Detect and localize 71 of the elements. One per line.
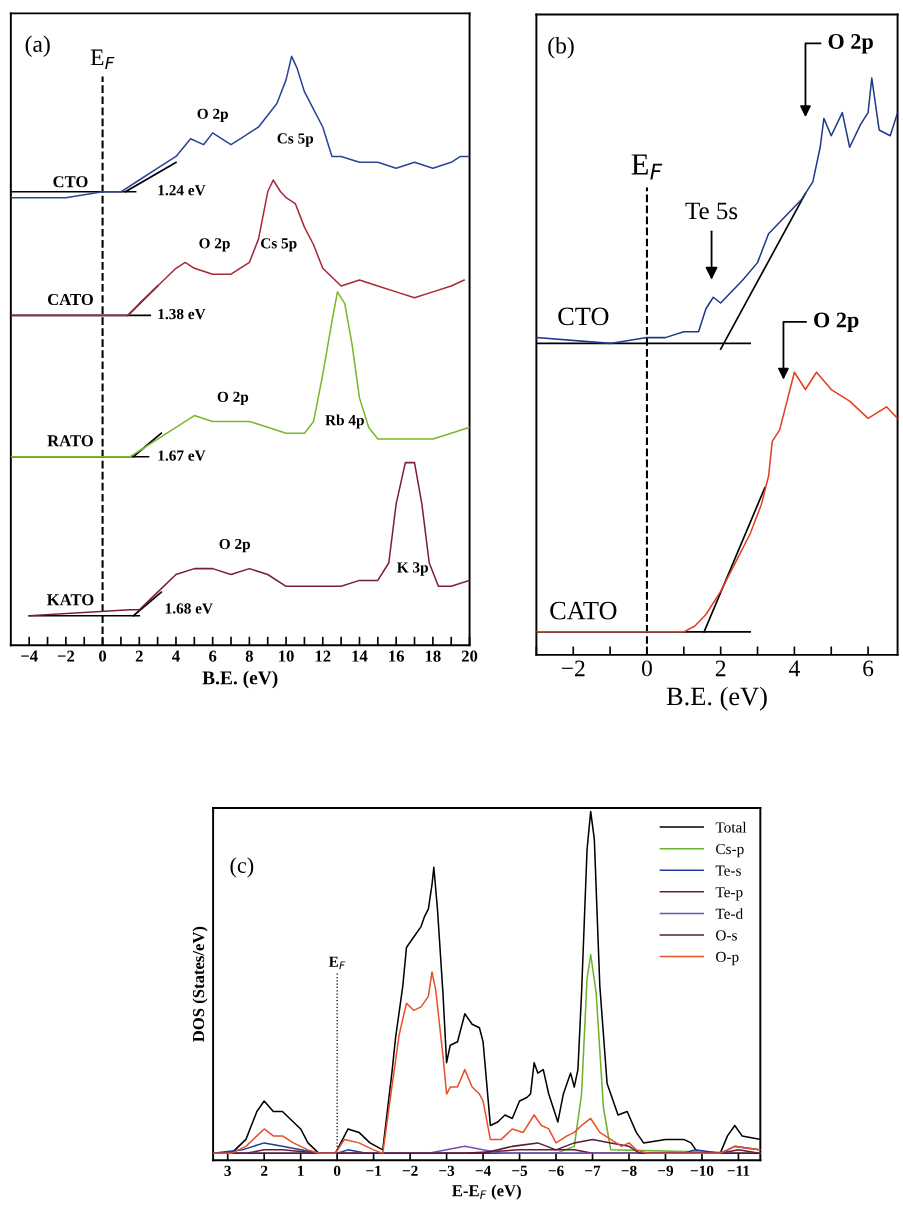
annotation: K 3p [397, 562, 428, 576]
x-tick-label: 2 [135, 650, 143, 662]
x-tick-label: −10 [690, 1165, 714, 1176]
x-tick-label: 18 [425, 650, 441, 662]
annotation: O 2p [197, 108, 228, 123]
annotation: O 2p [199, 238, 230, 252]
x-tick-label: 0 [641, 660, 652, 677]
chart-title: (a) [25, 35, 50, 57]
x-tick-label: 3 [224, 1165, 231, 1176]
annotation: O 2p [217, 391, 249, 406]
x-tick-label: −11 [727, 1165, 750, 1176]
annotation: O 2p [814, 312, 859, 332]
annotation: 1.68 eV [165, 603, 213, 614]
annotation: Cs 5p [277, 133, 314, 147]
series-label: CTO [558, 307, 609, 326]
x-tick-label: 6 [209, 650, 217, 662]
x-tick-label: 20 [461, 650, 478, 662]
x-tick-label: −9 [658, 1165, 674, 1176]
x-tick-label: −1 [366, 1165, 382, 1176]
legend-label: O-s [716, 930, 737, 941]
x-tick-label: −2 [402, 1165, 418, 1176]
legend-label: Te-d [715, 908, 743, 919]
x-tick-label: −3 [439, 1165, 455, 1176]
x-tick-label: −8 [621, 1165, 637, 1176]
ref-line-label: E$_{F}$ [631, 154, 663, 180]
x-tick-label: 6 [863, 660, 874, 677]
x-tick-label: −6 [548, 1165, 564, 1176]
x-tick-label: 8 [245, 650, 253, 662]
series-label: RATO [47, 435, 93, 447]
annotation: Te 5s [685, 202, 738, 220]
x-tick-label: 1 [298, 1165, 304, 1176]
x-tick-label: −2 [561, 660, 585, 677]
x-tick-label: 10 [279, 650, 294, 662]
annotation: 1.67 eV [158, 450, 206, 461]
x-tick-label: 0 [99, 650, 107, 662]
legend-label: Total [715, 821, 747, 833]
series-label: CATO [47, 293, 93, 306]
x-tick-label: −5 [512, 1165, 528, 1176]
series-label: CATO [550, 601, 617, 620]
x-axis-title: E-E$_{F}$ (eV) [452, 1184, 521, 1200]
series-label: KATO [46, 594, 94, 606]
x-axis-title: B.E. (eV) [666, 686, 767, 711]
x-tick-label: 16 [389, 650, 405, 662]
x-tick-label: −2 [57, 650, 75, 662]
x-tick-label: 2 [715, 660, 726, 677]
x-tick-label: −7 [585, 1165, 601, 1176]
x-tick-label: 4 [172, 650, 180, 662]
x-tick-label: 14 [352, 650, 368, 662]
chart-title: (b) [548, 36, 574, 59]
series-label: CTO [53, 176, 88, 188]
annotation: 1.24 eV [158, 185, 206, 196]
legend-label: Te-p [715, 887, 743, 901]
x-tick-label: −4 [475, 1165, 491, 1176]
legend-label: Te-s [715, 865, 741, 876]
text: (c) [230, 857, 254, 878]
x-tick-label: 0 [333, 1165, 341, 1176]
x-tick-label: 4 [788, 660, 800, 677]
text: O 2p [828, 34, 873, 54]
ref-line-label: E$_{F}$ [328, 956, 346, 970]
x-tick-label: −4 [21, 650, 38, 662]
y-axis-title: DOS (States/eV) [192, 926, 208, 1042]
annotation: O 2p [219, 538, 250, 553]
annotation: Cs 5p [261, 238, 297, 252]
legend-label: Cs-p [716, 843, 744, 858]
ref-line-label: E$_{F}$ [90, 49, 115, 69]
legend-label: O-p [716, 951, 739, 966]
x-tick-label: 12 [315, 650, 331, 662]
x-tick-label: 2 [261, 1165, 268, 1176]
annotation: 1.38 eV [158, 308, 206, 320]
annotation: Rb 4p [325, 414, 364, 429]
x-axis-title: B.E. (eV) [202, 670, 278, 689]
